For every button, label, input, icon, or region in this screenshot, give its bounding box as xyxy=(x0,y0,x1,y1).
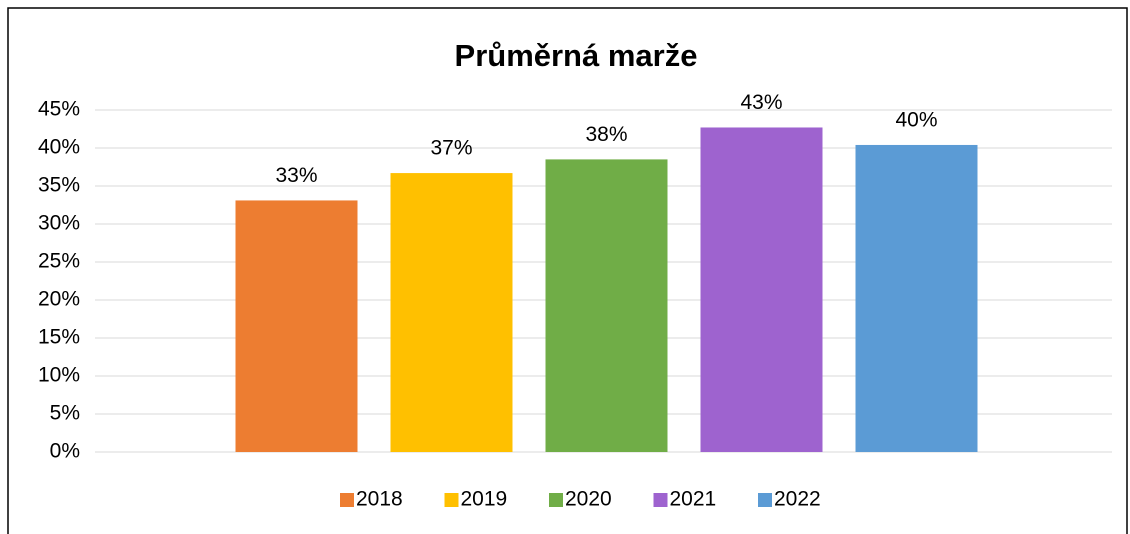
bar xyxy=(855,144,978,452)
legend-label: 2019 xyxy=(461,488,508,511)
data-label: 43% xyxy=(740,91,782,114)
data-label: 33% xyxy=(275,164,317,187)
legend-swatch xyxy=(758,493,772,507)
y-tick-label: 0% xyxy=(50,440,80,463)
y-tick-label: 15% xyxy=(38,326,80,349)
y-tick-label: 5% xyxy=(50,402,80,425)
chart-title: Průměrná marže xyxy=(455,38,698,73)
y-tick-label: 45% xyxy=(38,98,80,121)
legend-label: 2018 xyxy=(356,488,403,511)
data-label: 37% xyxy=(430,137,472,160)
legend-label: 2022 xyxy=(774,488,821,511)
legend-label: 2020 xyxy=(565,488,612,511)
legend-label: 2021 xyxy=(670,488,717,511)
legend-swatch xyxy=(653,493,668,507)
legend-swatch xyxy=(549,493,563,507)
y-tick-label: 35% xyxy=(38,174,80,197)
bar xyxy=(545,159,668,452)
legend-swatch xyxy=(340,493,354,507)
y-tick-label: 40% xyxy=(38,136,80,159)
data-label: 40% xyxy=(895,109,937,132)
y-tick-label: 30% xyxy=(38,212,80,235)
y-tick-label: 25% xyxy=(38,250,80,273)
data-label: 38% xyxy=(585,123,627,146)
y-tick-label: 20% xyxy=(38,288,80,311)
legend-swatch xyxy=(444,493,459,507)
y-tick-label: 10% xyxy=(38,364,80,387)
bar xyxy=(235,200,358,452)
bar xyxy=(700,127,823,452)
bar xyxy=(390,173,513,452)
